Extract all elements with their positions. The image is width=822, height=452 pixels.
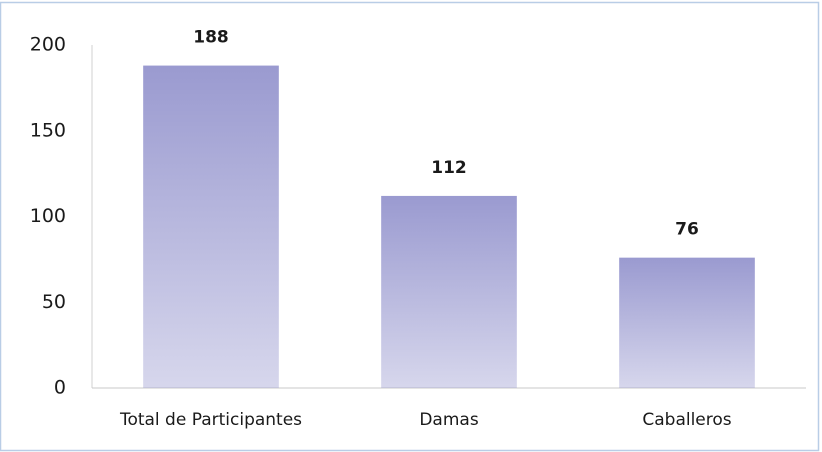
x-tick-label: Damas: [419, 410, 478, 430]
x-tick-label: Caballeros: [642, 410, 731, 430]
x-tick-label: Total de Participantes: [119, 410, 302, 430]
data-label: 188: [193, 28, 229, 48]
y-tick-label: 50: [42, 291, 66, 313]
y-tick-label: 200: [30, 34, 66, 56]
bar: [619, 257, 755, 388]
y-tick-label: 0: [54, 377, 66, 399]
data-label: 112: [431, 158, 467, 178]
bar: [143, 65, 279, 388]
data-label: 76: [675, 220, 699, 240]
y-tick-label: 100: [30, 205, 66, 227]
bar: [381, 195, 517, 388]
y-tick-label: 150: [30, 119, 66, 141]
